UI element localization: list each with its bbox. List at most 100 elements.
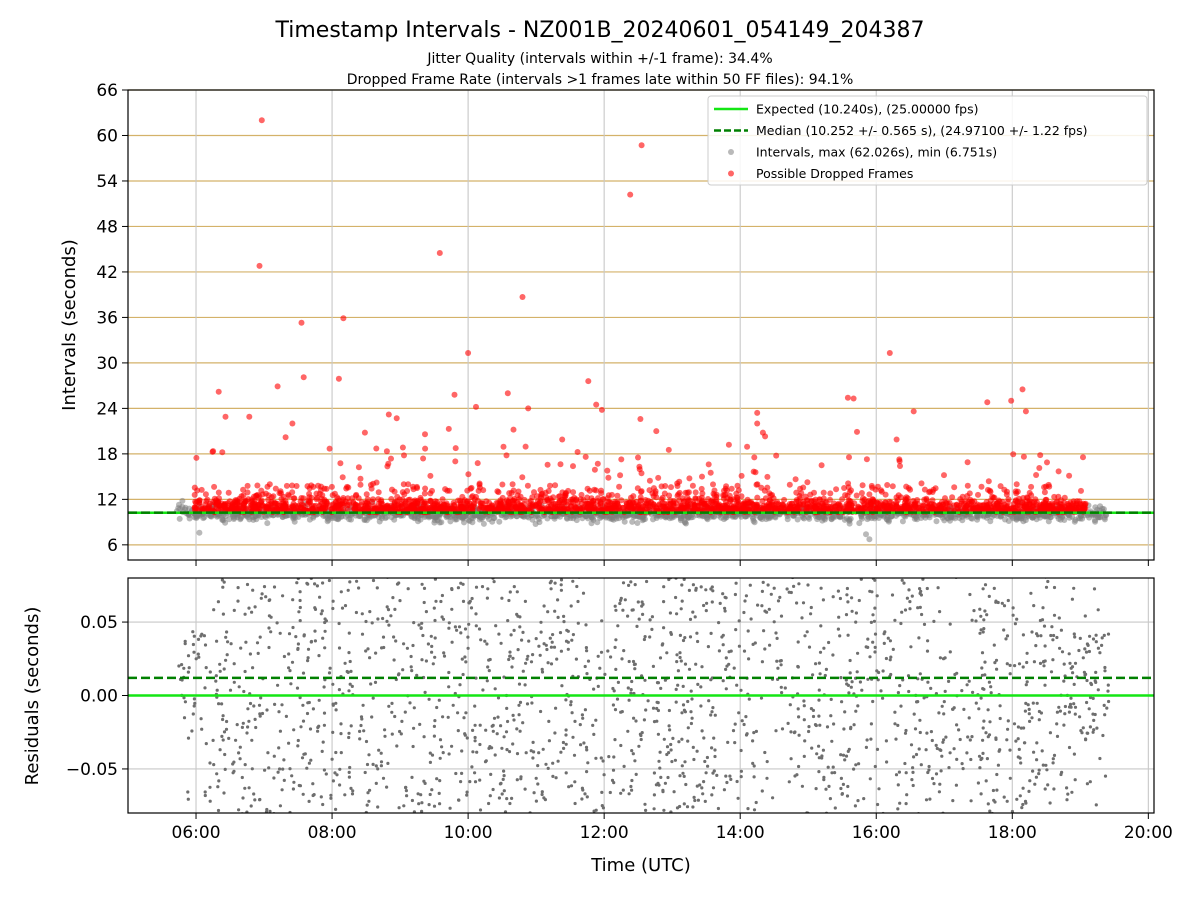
residual-point: [711, 706, 715, 710]
dropped-frame-point: [653, 505, 660, 512]
residual-point: [260, 711, 265, 716]
dropped-frame-point: [869, 484, 876, 491]
residual-point: [942, 712, 946, 716]
dropped-frame-point: [274, 383, 281, 390]
residual-point: [470, 765, 474, 769]
dropped-frame-point: [306, 494, 313, 501]
residual-point: [338, 767, 342, 771]
residual-point: [789, 757, 793, 761]
residual-point: [554, 706, 558, 710]
dropped-frame-point: [434, 502, 441, 509]
dropped-frame-point: [222, 504, 229, 511]
residual-point: [301, 719, 306, 723]
residual-point: [243, 669, 247, 674]
dropped-frame-point: [1010, 451, 1017, 458]
residual-point: [540, 667, 544, 672]
dropped-frame-point: [504, 502, 511, 509]
dropped-frame-point: [951, 484, 958, 491]
dropped-frame-point: [350, 500, 357, 507]
residual-point: [1103, 669, 1107, 673]
interval-point: [883, 516, 890, 522]
chart-subtitle-dropped: Dropped Frame Rate (intervals >1 frames …: [347, 72, 854, 88]
dropped-frame-point: [893, 499, 900, 506]
residual-point: [700, 729, 704, 733]
residual-point: [831, 653, 835, 657]
residual-point: [787, 590, 791, 594]
interval-point: [794, 516, 801, 523]
dropped-frame-point: [936, 502, 943, 509]
residual-point: [1006, 598, 1010, 603]
residual-point: [331, 730, 335, 735]
dropped-frame-point: [473, 403, 479, 410]
residual-point: [305, 711, 310, 716]
dropped-frame-point: [738, 493, 745, 500]
dropped-frame-point: [869, 496, 876, 503]
residual-point: [184, 816, 187, 819]
dropped-frame-point: [941, 472, 947, 479]
dropped-frame-point: [1066, 472, 1073, 479]
residual-point: [839, 753, 843, 757]
dropped-frame-point: [893, 436, 900, 443]
residual-point: [1070, 597, 1074, 601]
residual-point: [918, 730, 922, 735]
residual-point: [716, 814, 719, 817]
dropped-frame-point: [355, 503, 362, 510]
dropped-frame-point: [265, 496, 272, 503]
residual-point: [203, 643, 208, 647]
residual-point: [854, 763, 858, 767]
residual-point: [888, 658, 892, 662]
residual-point: [478, 723, 482, 727]
dropped-frame-point: [529, 494, 536, 501]
residual-point: [585, 748, 589, 752]
dropped-frame-point: [744, 443, 751, 450]
residual-point: [841, 782, 846, 787]
dropped-frame-point: [884, 482, 891, 488]
dropped-frame-point: [692, 496, 699, 502]
residual-point: [1103, 774, 1108, 778]
residual-point: [525, 702, 530, 706]
residual-point: [440, 593, 444, 598]
residual-point: [473, 771, 477, 775]
dropped-frame-point: [410, 498, 417, 505]
residual-point: [1045, 768, 1049, 772]
dropped-frame-point: [267, 501, 274, 508]
residual-point: [869, 620, 874, 625]
dropped-frame-point: [707, 469, 714, 476]
dropped-frame-point: [990, 494, 997, 501]
residual-point: [1011, 613, 1015, 617]
dropped-frame-point: [692, 489, 699, 496]
residual-point: [840, 700, 844, 704]
dropped-frame-point: [420, 455, 427, 462]
dropped-frame-point: [363, 491, 370, 498]
intervals-y-tick-label: 42: [96, 263, 118, 283]
residual-point: [905, 793, 909, 797]
residual-point: [527, 639, 531, 643]
residual-point: [840, 792, 845, 796]
residual-point: [659, 686, 663, 691]
dropped-frame-point: [903, 483, 910, 490]
dropped-frame-point: [225, 489, 232, 496]
residual-point: [549, 587, 553, 591]
residual-point: [994, 737, 998, 742]
residual-point: [386, 761, 390, 766]
interval-point: [186, 505, 193, 512]
dropped-frame-point: [335, 375, 342, 382]
dropped-frame-point: [318, 495, 325, 502]
residual-point: [848, 671, 852, 675]
dropped-frame-point: [738, 472, 745, 479]
dropped-frame-point: [985, 478, 992, 485]
residual-point: [890, 593, 895, 597]
residual-point: [926, 680, 930, 684]
residual-point: [183, 639, 187, 643]
residual-point: [1051, 658, 1055, 662]
dropped-frame-point: [345, 484, 352, 491]
residual-point: [385, 619, 389, 624]
dropped-frame-point: [638, 470, 645, 477]
residual-point: [622, 764, 626, 769]
dropped-frame-point: [231, 499, 238, 506]
dropped-frame-point: [413, 483, 420, 490]
dropped-frame-point: [694, 502, 701, 509]
residual-point: [809, 707, 814, 711]
dropped-frame-point: [584, 494, 591, 501]
residual-point: [347, 735, 351, 740]
